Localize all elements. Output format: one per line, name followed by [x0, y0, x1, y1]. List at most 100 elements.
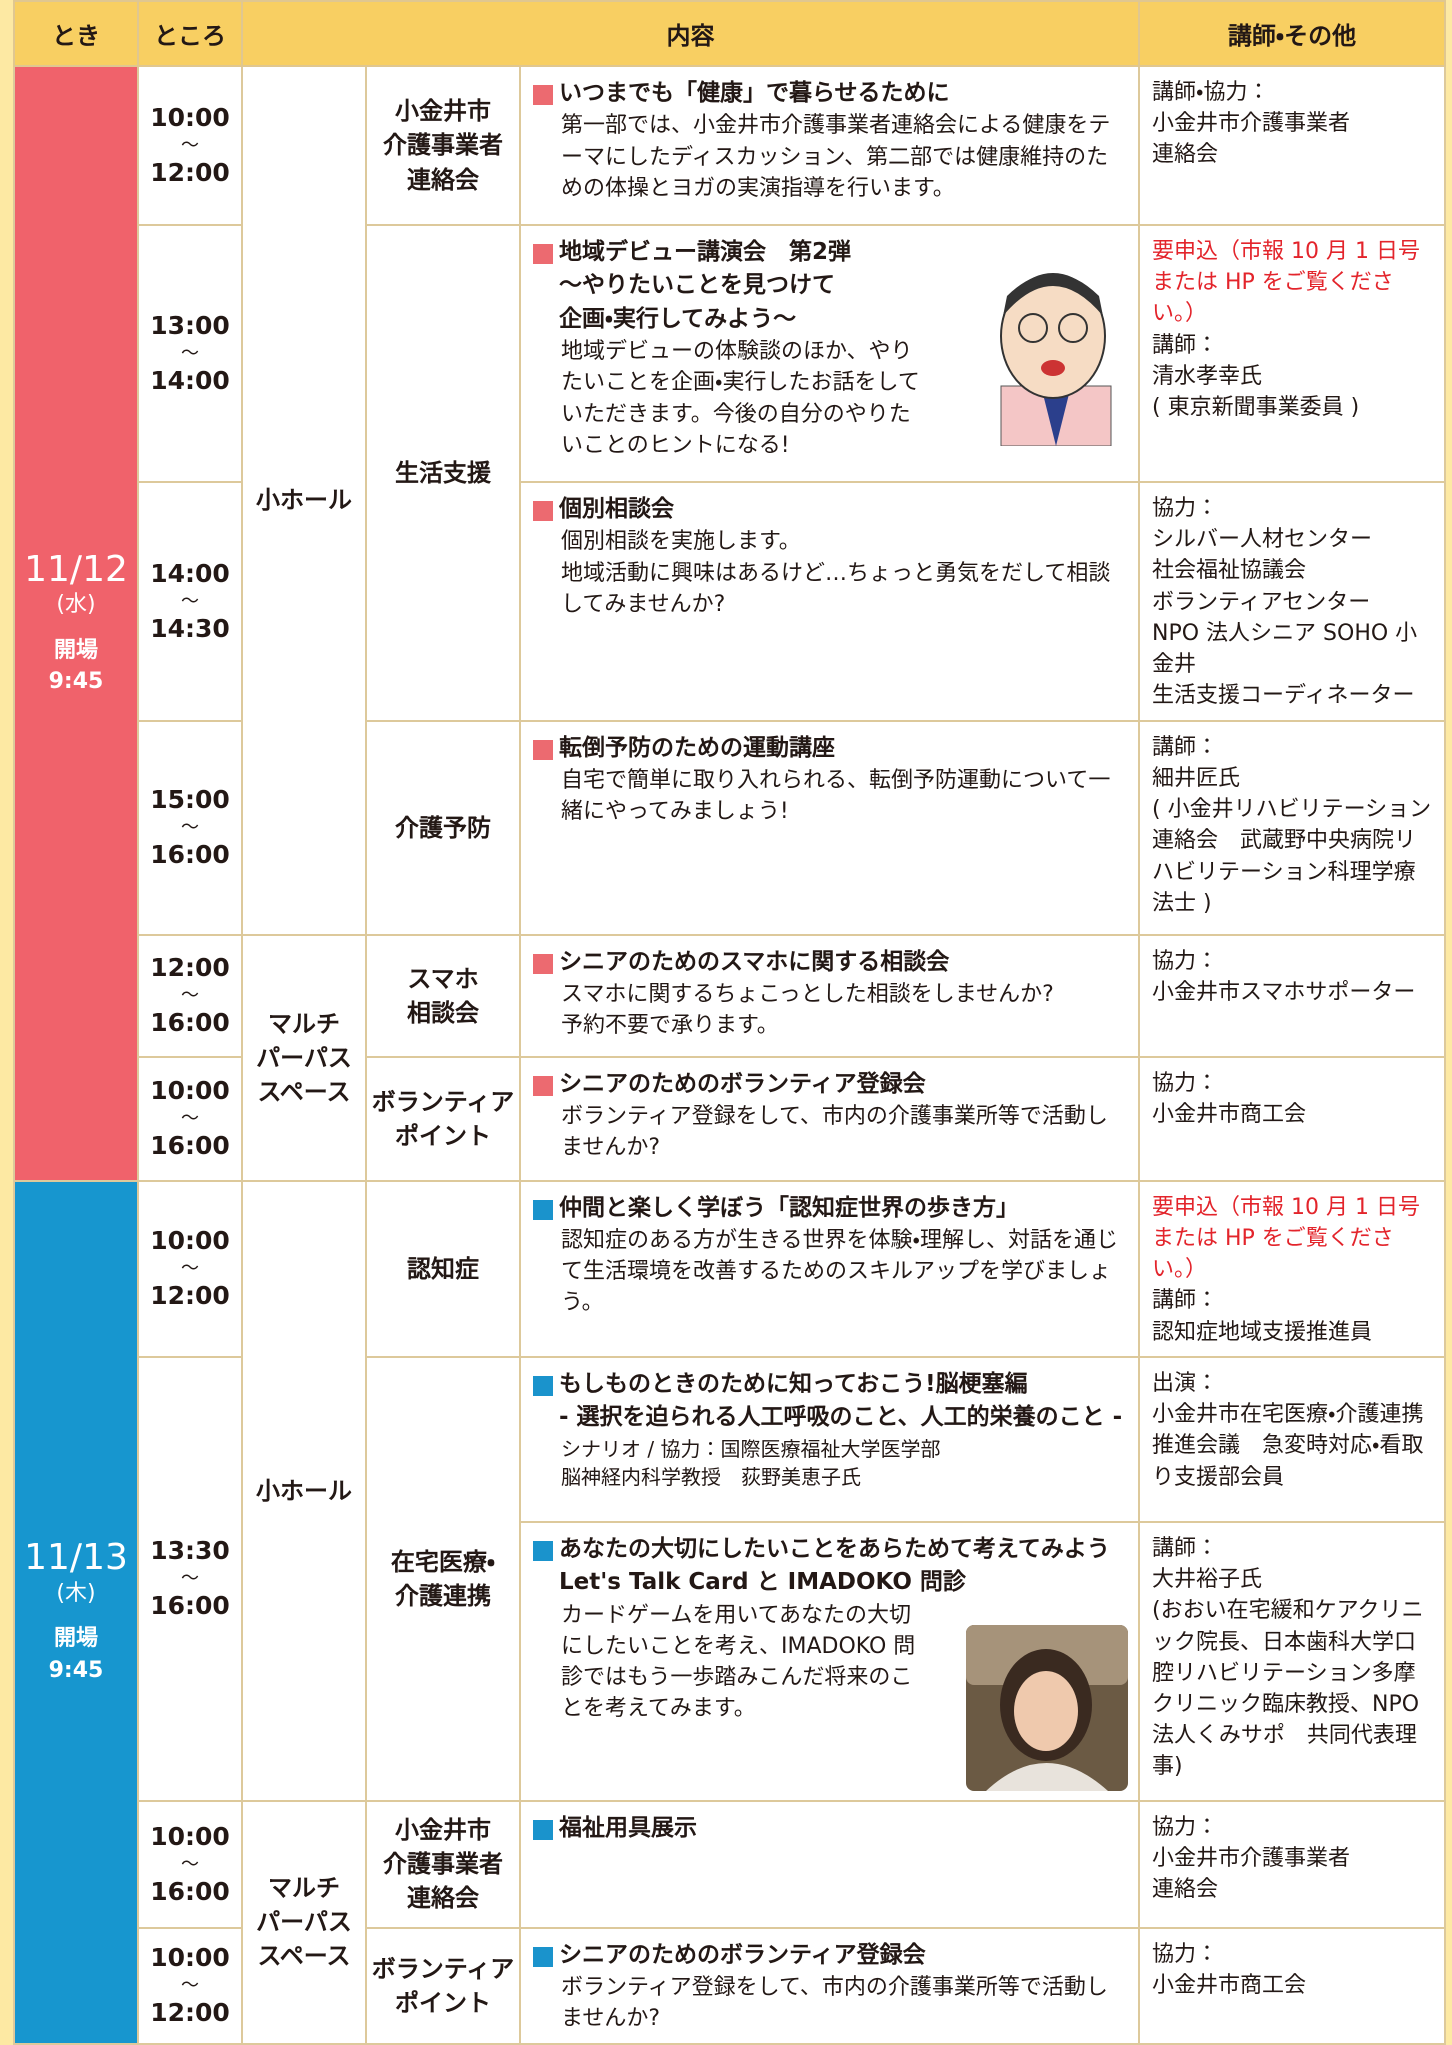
session-credit: 脳神経内科学教授 荻野美恵子氏 — [561, 1464, 861, 1489]
header-row: とき ところ 内容 講師・その他 — [13, 0, 1447, 67]
date-cell: 11/13 (木) 開場 9:45 — [13, 1179, 139, 2045]
note-line-group: 協力： シルバー人材センター 社会福祉協議会 ボランティアセンター NPO 法人シニア … — [1152, 493, 1434, 712]
note-line: 小金井市介護事業者 — [1152, 1846, 1351, 1872]
text-line-group: 小金井市 介護事業者 連絡会 — [367, 1813, 519, 1915]
text-line: 14:30 — [150, 613, 230, 643]
session-title: Let's Talk Card と IMADOKO 問診 — [559, 1569, 966, 1596]
text-line: 〜 — [181, 134, 199, 156]
open-label: 開場 — [53, 1626, 98, 1652]
session-body: ボランティア登録をして、市内の介護事業所等で活動しませんか? — [561, 1975, 1108, 2032]
category-cell: 小金井市 介護事業者 連絡会 — [365, 65, 521, 226]
header-cell: とき — [13, 0, 139, 67]
session-content: シニアのためのボランティア登録会 ボランティア登録をして、市内の介護事業所等で活動… — [533, 1068, 1124, 1164]
text-line: 15:00 — [150, 785, 230, 815]
session-body: 地域デビューの体験談のほか、やりたいことを企画・実行したお話をしていただきます。… — [561, 339, 920, 458]
text-line-group: 10:00 〜 16:00 — [139, 1075, 241, 1162]
page: とき ところ 内容 講師・その他 11/12 (水) 開場 9:45 10:00 〜 12… — [13, 0, 1447, 2045]
session-title: - 選択を迫られる人工呼吸のこと、人工的栄養のこと - — [559, 1404, 1123, 1431]
text-line: 在宅医療・ — [390, 1547, 496, 1576]
text-line-group: 14:00 〜 14:30 — [139, 558, 241, 645]
place-cell: マルチ パーパス スペース — [241, 1799, 367, 2045]
text-line: 介護予防 — [395, 813, 491, 842]
session-title: シニアのためのボランティア登録会 — [533, 1939, 1124, 1972]
note-line-group: 出演： 小金井市在宅医療・介護連携推進会議 急変時対応・看取り支援部会員 — [1152, 1368, 1434, 1493]
text-line: スマホ — [407, 964, 479, 993]
session-content: 仲間と楽しく学ぼう「認知症世界の歩き方」 認知症のある方が生きる世界を体験・理解し… — [533, 1192, 1124, 1319]
session-content: もしものときのために知っておこう!脳梗塞編 - 選択を迫られる人工呼吸のこと、人工… — [533, 1368, 1124, 1491]
session-body-group: 個別相談を実施します。 地域活動に興味はあるけど…ちょっと勇気をだして相談してみま… — [533, 526, 1124, 620]
text-line: 10:00 — [150, 1076, 230, 1106]
note-line: NPO 法人シニア SOHO 小金井 — [1152, 620, 1418, 678]
text-line: 〜 — [181, 1258, 199, 1280]
time-cell: 12:00 〜 16:00 — [137, 933, 243, 1058]
text-line: 介護事業者 — [383, 131, 503, 160]
session-title: あなたの大切にしたいことをあらためて考えてみよう — [533, 1533, 1124, 1566]
text-line-group: 認知症 — [367, 1252, 519, 1286]
notice-line-group: 要申込（市報 10 月 1 日号 または HP をご覧ください。） — [1152, 1192, 1434, 1286]
text-line: 介護事業者 — [383, 1850, 503, 1879]
note-line-group: 講師： 認知症地域支援推進員 — [1152, 1285, 1434, 1347]
text-line-group: 13:00 〜 14:00 — [139, 310, 241, 397]
note-line-group: 協力： 小金井市介護事業者 連絡会 — [1152, 1812, 1434, 1906]
notes-cell: 要申込（市報 10 月 1 日号 または HP をご覧ください。） 講師： 認知症地域… — [1138, 1179, 1447, 1358]
content-cell: シニアのためのボランティア登録会 ボランティア登録をして、市内の介護事業所等で活動… — [518, 1055, 1141, 1182]
place-cell: マルチパーパススペース — [241, 933, 367, 1182]
text-line: ポイント — [395, 1121, 491, 1150]
text-line: 12:00 — [150, 1998, 230, 2028]
text-line: 相談会 — [407, 998, 479, 1027]
category-cell: 在宅医療・ 介護連携 — [365, 1355, 521, 1802]
notes-cell: 講師・協力： 小金井市介護事業者 連絡会 — [1138, 65, 1447, 226]
text-line: 認知症 — [407, 1254, 479, 1283]
content-cell: 転倒予防のための運動講座 自宅で簡単に取り入れられる、転倒予防運動について一緒にや… — [518, 719, 1141, 936]
notes-cell: 講師： 大井裕子氏 (おおい在宅緩和ケアクリニック院長、日本歯科大学口腔リハビリテー… — [1138, 1520, 1447, 1802]
session-title: 福祉用具展示 — [533, 1812, 1124, 1845]
text-line-group: 12:00 〜 16:00 — [139, 952, 241, 1039]
note-line: 協力： — [1152, 1814, 1219, 1840]
session-body: 認知症のある方が生きる世界を体験・理解し、対話を通じて生活環境を改善するためのス… — [561, 1227, 1119, 1316]
note-line: 生活支援コーディネーター — [1152, 683, 1415, 709]
text-line: スペース — [257, 1942, 351, 1971]
text-line: マルチ — [268, 1009, 340, 1038]
text-line: 13:00 — [150, 310, 230, 340]
text-line: パーパス — [256, 1043, 352, 1072]
session-body-group: ボランティア登録をして、市内の介護事業所等で活動しませんか? — [533, 1101, 1124, 1163]
text-line: 10:00 — [150, 1226, 230, 1256]
header-cell: 講師・その他 — [1138, 0, 1447, 67]
note-line: 講師： — [1152, 734, 1219, 760]
photo — [966, 1624, 1128, 1791]
note-line: 認知症地域支援推進員 — [1152, 1319, 1373, 1345]
header-cell: 内容 — [240, 0, 1141, 67]
content-cell: 福祉用具展示 — [518, 1799, 1141, 1929]
text-line: 16:00 — [150, 840, 230, 870]
category-cell: スマホ 相談会 — [365, 933, 521, 1058]
session-body: 個別相談を実施します。 — [561, 529, 801, 555]
text-line: 13:30 — [150, 1536, 230, 1566]
text-line: 〜 — [181, 1568, 199, 1590]
notes-cell: 協力： 小金井市介護事業者 連絡会 — [1138, 1799, 1447, 1929]
note-line: 講師： — [1152, 1535, 1219, 1561]
session-content: あなたの大切にしたいことをあらためて考えてみよう Let's Talk Card … — [533, 1533, 1124, 1725]
time-cell: 13:30 〜 16:00 — [137, 1355, 243, 1802]
text-line: ポイント — [395, 1988, 491, 2017]
session-content: 地域デビュー講演会 第2弾 〜やりたいことを見つけて 企画・実行してみよう〜 地域デビ… — [533, 236, 1124, 461]
content-cell: 仲間と楽しく学ぼう「認知症世界の歩き方」 認知症のある方が生きる世界を体験・理解し… — [518, 1179, 1141, 1358]
text-line: 〜 — [181, 590, 199, 612]
category-cell: 認知症 — [365, 1179, 521, 1358]
note-line: ボランティアセンター — [1152, 589, 1371, 615]
text-line: 16:00 — [150, 1876, 230, 1906]
session-title: 企画・実行してみよう〜 — [559, 305, 797, 332]
session-body-group: 自宅で簡単に取り入れられる、転倒予防運動について一緒にやってみましょう! — [533, 765, 1124, 827]
schedule-table: とき ところ 内容 講師・その他 11/12 (水) 開場 9:45 10:00 〜 12… — [13, 0, 1447, 2045]
text-line-group: 在宅医療・ 介護連携 — [367, 1545, 519, 1613]
notes-cell: 出演： 小金井市在宅医療・介護連携推進会議 急変時対応・看取り支援部会員 — [1138, 1355, 1447, 1523]
note-line-group: 講師： 細井匠氏 ( 小金井リハビリテーション連絡会 武蔵野中央病院リハビリテーショ… — [1152, 732, 1434, 919]
note-line: ( 小金井リハビリテーション連絡会 武蔵野中央病院リハビリテーション科理学療法士… — [1152, 797, 1432, 916]
content-cell: シニアのためのスマホに関する相談会 スマホに関するちょこっとした相談をしませんか?… — [518, 933, 1141, 1058]
text-line-group: 小ホール — [243, 1474, 365, 1508]
open-time: 9:45 — [48, 1657, 104, 1683]
content-cell: 個別相談会 個別相談を実施します。 地域活動に興味はあるけど…ちょっと勇気をだして相… — [518, 481, 1141, 722]
text-line: スペース — [257, 1077, 351, 1106]
place-cell: 小ホール — [241, 65, 367, 936]
notes-cell: 協力： 小金井市スマホサポーター — [1138, 933, 1447, 1058]
content-cell: もしものときのために知っておこう!脳梗塞編 - 選択を迫られる人工呼吸のこと、人工… — [518, 1355, 1141, 1523]
